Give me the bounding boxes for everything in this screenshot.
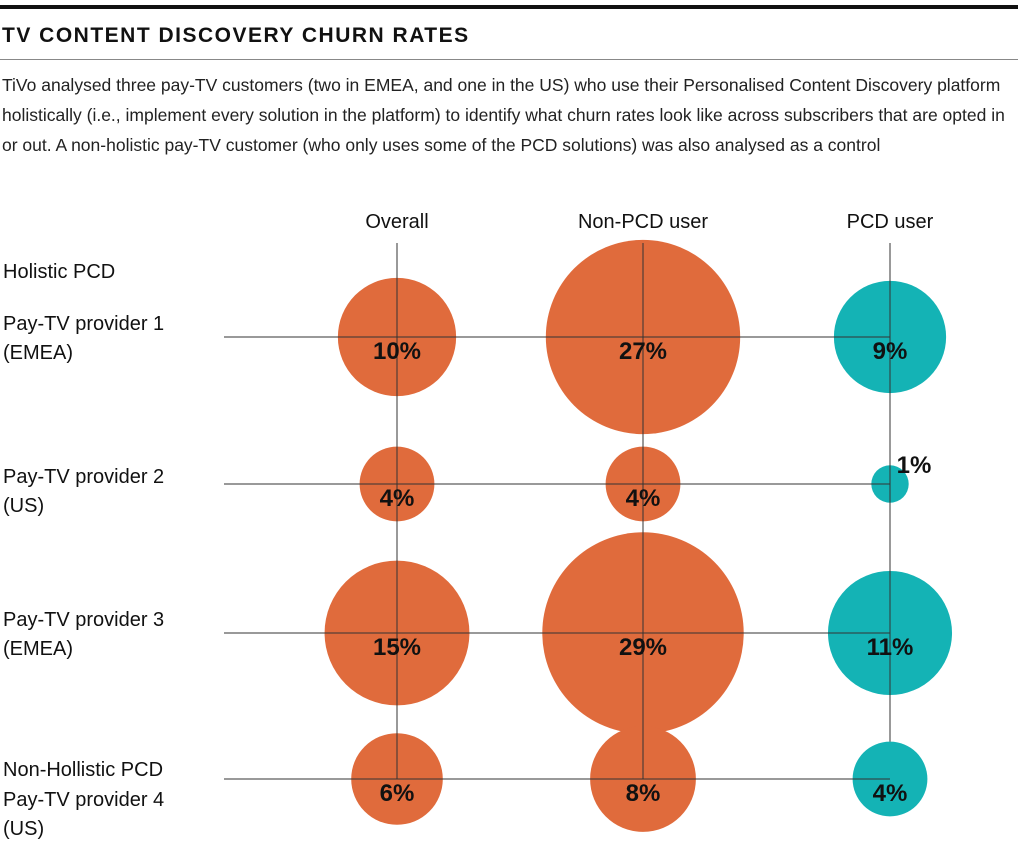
value-label: 6% (380, 780, 415, 807)
value-label: 10% (373, 338, 421, 365)
row-label: Pay-TV provider 3 (3, 609, 164, 631)
value-label: 29% (619, 634, 667, 661)
row-label: Pay-TV provider 2 (3, 466, 164, 488)
column-header: Overall (365, 211, 428, 233)
value-label: 4% (380, 485, 415, 512)
value-label: 9% (873, 338, 908, 365)
row-label: Pay-TV provider 4 (3, 789, 164, 811)
value-label: 15% (373, 634, 421, 661)
value-label: 4% (626, 485, 661, 512)
chart-title: TV CONTENT DISCOVERY CHURN RATES (2, 24, 470, 47)
value-label: 8% (626, 780, 661, 807)
row-label: (EMEA) (3, 342, 73, 364)
value-label: 4% (873, 780, 908, 807)
chart-description: TiVo analysed three pay-TV customers (tw… (2, 75, 1005, 155)
group-label: Holistic PCD (3, 261, 115, 283)
row-label: (US) (3, 495, 44, 517)
top-rule (0, 5, 1018, 9)
title-rule (0, 59, 1018, 60)
value-label: 11% (867, 634, 914, 661)
row-label: Pay-TV provider 1 (3, 313, 164, 335)
row-label: (US) (3, 818, 44, 840)
column-header: PCD user (847, 211, 934, 233)
value-label: 1% (897, 452, 932, 479)
group-label: Non-Hollistic PCD (3, 759, 163, 781)
value-label: 27% (619, 338, 667, 365)
row-label: (EMEA) (3, 638, 73, 660)
column-header: Non-PCD user (578, 211, 708, 233)
